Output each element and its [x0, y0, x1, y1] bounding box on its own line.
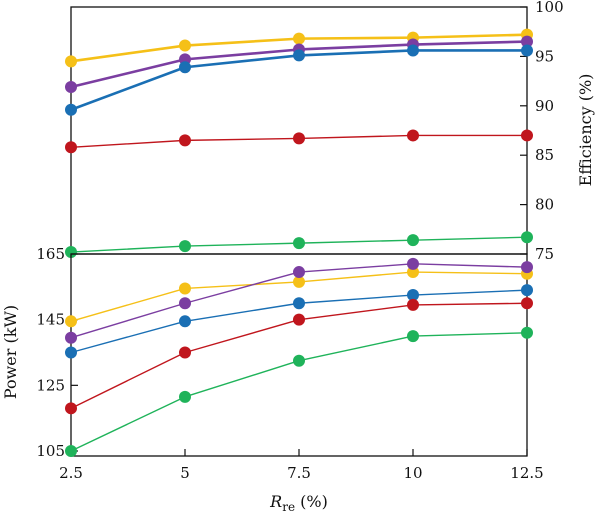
- efficiency-data-point-3: [407, 129, 419, 142]
- power-data-point-0: [293, 275, 305, 288]
- x-axis-label: Rre (%): [269, 492, 328, 514]
- power-data-point-0: [65, 315, 77, 328]
- power-data-point-4: [65, 445, 77, 457]
- power-series-line-4: [70, 332, 528, 452]
- efficiency-y-tick-label: 80: [535, 196, 554, 214]
- efficiency-data-point-4: [65, 246, 77, 259]
- power-data-point-2: [65, 346, 77, 359]
- efficiency-data-point-2: [521, 44, 533, 57]
- power-data-point-3: [65, 402, 77, 415]
- power-data-point-1: [407, 257, 419, 270]
- power-data-point-1: [179, 297, 191, 310]
- power-data-point-1: [521, 261, 533, 274]
- efficiency-panel: 75 80 85 90 95 100: [65, 0, 564, 263]
- power-y-tick-label: 125: [36, 376, 65, 394]
- efficiency-data-point-4: [521, 231, 533, 244]
- efficiency-data-point-2: [65, 103, 77, 116]
- power-data-point-3: [521, 297, 533, 310]
- power-y-tick-label: 165: [36, 245, 65, 263]
- power-axis-label: Power (kW): [1, 305, 20, 399]
- efficiency-data-point-0: [179, 39, 191, 52]
- power-data-point-4: [293, 354, 305, 367]
- efficiency-axis-label: Efficiency (%): [576, 74, 595, 187]
- efficiency-data-point-3: [179, 134, 191, 147]
- power-data-point-2: [179, 315, 191, 328]
- power-x-tick-label: 10: [403, 464, 422, 482]
- power-data-point-2: [293, 297, 305, 310]
- power-data-point-0: [179, 282, 191, 295]
- efficiency-data-point-2: [293, 49, 305, 62]
- power-data-point-1: [65, 331, 77, 344]
- power-data-point-4: [521, 326, 533, 339]
- efficiency-y-tick-label: 95: [535, 47, 554, 65]
- efficiency-data-point-0: [65, 55, 77, 68]
- power-data-point-0: [407, 266, 419, 279]
- power-x-tick-label: 7.5: [287, 464, 311, 482]
- x-axis-label-unit: (%): [295, 492, 328, 511]
- power-data-point-1: [293, 266, 305, 279]
- power-y-tick-label: 145: [36, 311, 65, 329]
- x-axis-label-subscript: re: [282, 500, 295, 514]
- efficiency-y-tick-label: 75: [535, 245, 554, 263]
- efficiency-data-point-3: [293, 132, 305, 145]
- power-x-tick-label: 12.5: [510, 464, 543, 482]
- power-x-tick-label: 2.5: [59, 464, 83, 482]
- power-data-point-3: [407, 298, 419, 311]
- efficiency-data-point-0: [293, 32, 305, 45]
- efficiency-data-point-3: [521, 129, 533, 142]
- efficiency-y-tick-label: 100: [535, 0, 564, 16]
- efficiency-data-point-1: [521, 35, 533, 48]
- axis-labels: Efficiency (%) Power (kW) Rre (%): [1, 74, 595, 514]
- power-data-point-2: [521, 284, 533, 297]
- power-panel: 105 125 145 165 2.5 5 7.5 10 12.5: [36, 245, 543, 482]
- efficiency-data-point-2: [407, 44, 419, 57]
- efficiency-data-point-3: [65, 141, 77, 154]
- efficiency-data-point-4: [407, 234, 419, 247]
- power-data-point-3: [293, 313, 305, 326]
- x-axis-label-main: R: [269, 492, 282, 511]
- efficiency-data-point-1: [65, 81, 77, 94]
- power-x-tick-label: 5: [180, 464, 190, 482]
- power-data-point-3: [179, 346, 191, 359]
- power-data-point-4: [179, 390, 191, 403]
- efficiency-data-point-4: [293, 237, 305, 250]
- efficiency-data-point-2: [179, 61, 191, 74]
- efficiency-y-tick-label: 85: [535, 146, 554, 164]
- efficiency-data-point-4: [179, 240, 191, 253]
- power-data-point-2: [407, 289, 419, 302]
- power-data-point-4: [407, 330, 419, 343]
- power-y-tick-label: 105: [36, 442, 65, 460]
- efficiency-y-tick-label: 90: [535, 97, 554, 115]
